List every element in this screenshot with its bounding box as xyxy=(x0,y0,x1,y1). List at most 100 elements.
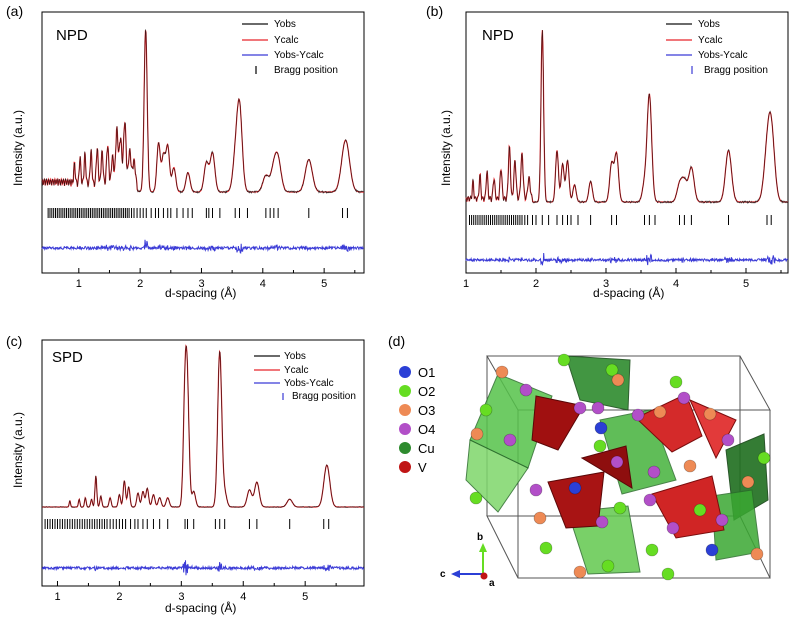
panel-b-label: (b) xyxy=(426,3,443,19)
legend-o2: O2 xyxy=(399,384,435,399)
svg-text:O2: O2 xyxy=(418,384,435,399)
atom-o3 xyxy=(703,407,717,421)
panel-c-plot xyxy=(42,344,365,576)
legend-bragg: Bragg position xyxy=(292,391,356,402)
v-tetrahedra xyxy=(531,393,737,539)
atom-o4 xyxy=(529,483,543,497)
atom-o4 xyxy=(610,455,624,469)
legend-calc: Ycalc xyxy=(274,35,298,46)
atom-o4 xyxy=(631,408,645,422)
xtick-label: 4 xyxy=(240,591,246,603)
atom-o3 xyxy=(683,459,697,473)
panel-b-plot xyxy=(465,29,789,266)
atom-o1 xyxy=(594,421,608,435)
atom-o2 xyxy=(661,567,675,581)
series-yobs-ycalc xyxy=(42,560,365,576)
atom-o4 xyxy=(503,433,517,447)
legend-obs: Yobs xyxy=(284,351,306,362)
atom-o3 xyxy=(741,475,755,489)
legend-o3: O3 xyxy=(399,403,435,418)
panel-b-inset-label: NPD xyxy=(482,27,514,44)
panel-a-ylabel: Intensity (a.u.) xyxy=(11,110,25,186)
legend-calc: Ycalc xyxy=(698,35,722,46)
atom-o3 xyxy=(653,405,667,419)
atom-o4 xyxy=(647,465,661,479)
series-yobs-ycalc xyxy=(465,252,789,266)
panel-b: (b) NPD Intensity (a.u.) d-spacing (Å) 1… xyxy=(426,3,789,300)
series-yobs xyxy=(41,29,365,195)
legend-o4: O4 xyxy=(399,422,435,437)
panel-a-xticks: 1 2 3 4 5 xyxy=(76,268,356,290)
panel-a-xlabel: d-spacing (Å) xyxy=(165,285,236,300)
legend-obs: Yobs xyxy=(698,19,720,30)
atom-o2 xyxy=(469,491,483,505)
panel-a-label: (a) xyxy=(6,3,23,19)
xtick-label: 1 xyxy=(76,278,82,290)
atom-o4 xyxy=(595,515,609,529)
atom-o4 xyxy=(643,493,657,507)
series-yobs xyxy=(42,345,364,509)
svg-text:Cu: Cu xyxy=(418,441,435,456)
panel-c-label: (c) xyxy=(6,333,22,349)
axis-c-label: c xyxy=(440,569,446,580)
svg-text:V: V xyxy=(418,460,427,475)
atom-o2 xyxy=(601,559,615,573)
panel-c-xlabel: d-spacing (Å) xyxy=(165,600,236,615)
panel-a-inset-label: NPD xyxy=(56,27,88,44)
series-yobs-ycalc xyxy=(41,239,365,254)
xtick-label: 5 xyxy=(743,278,749,290)
panel-b-legend: Yobs Ycalc Yobs-Ycalc Bragg position xyxy=(666,19,768,76)
atom-o2 xyxy=(557,353,571,367)
atom-o2 xyxy=(693,503,707,517)
svg-text:O1: O1 xyxy=(418,365,435,380)
xtick-label: 2 xyxy=(533,278,539,290)
atom-o2 xyxy=(757,451,771,465)
xtick-label: 3 xyxy=(178,591,184,603)
panel-a: (a) NPD Intensity (a.u.) d-spacing (Å) 1… xyxy=(6,3,365,300)
panel-b-xlabel: d-spacing (Å) xyxy=(593,285,664,300)
atom-o1 xyxy=(705,543,719,557)
legend-diff: Yobs-Ycalc xyxy=(698,50,748,61)
atom-o4 xyxy=(573,401,587,415)
panel-c: (c) SPD Intensity (a.u.) d-spacing (Å) 1… xyxy=(6,333,365,615)
xtick-label: 2 xyxy=(137,278,143,290)
legend-v: V xyxy=(399,460,427,475)
xtick-label: 1 xyxy=(463,278,469,290)
atom-o3 xyxy=(533,511,547,525)
atom-o1 xyxy=(568,481,582,495)
panel-c-xticks: 1 2 3 4 5 xyxy=(54,581,337,603)
panel-d-label: (d) xyxy=(388,333,405,349)
atom-o2 xyxy=(645,543,659,557)
svg-text:O3: O3 xyxy=(418,403,435,418)
xtick-label: 5 xyxy=(302,591,308,603)
atom-o2 xyxy=(669,375,683,389)
xtick-label: 5 xyxy=(321,278,327,290)
atom-o2 xyxy=(479,403,493,417)
panel-c-legend: Yobs Ycalc Yobs-Ycalc Bragg position xyxy=(254,351,356,402)
panel-b-frame xyxy=(465,11,789,274)
axis-indicator: b c a xyxy=(440,532,495,589)
atom-o3 xyxy=(750,547,764,561)
panel-c-inset-label: SPD xyxy=(52,349,83,366)
xtick-label: 4 xyxy=(260,278,266,290)
panel-a-legend: Yobs Ycalc Yobs-Ycalc Bragg position xyxy=(242,19,338,76)
xtick-label: 4 xyxy=(673,278,679,290)
axis-a-label: a xyxy=(489,578,495,589)
atom-o2 xyxy=(539,541,553,555)
atom-o4 xyxy=(677,391,691,405)
atom-o4 xyxy=(591,401,605,415)
panel-c-frame xyxy=(41,339,365,587)
atom-o2 xyxy=(613,501,627,515)
legend-bragg: Bragg position xyxy=(274,65,338,76)
panel-b-ylabel: Intensity (a.u.) xyxy=(439,110,453,186)
legend-diff: Yobs-Ycalc xyxy=(274,50,324,61)
atom-o2 xyxy=(605,363,619,377)
atom-o3 xyxy=(573,565,587,579)
svg-text:O4: O4 xyxy=(418,422,435,437)
atom-o4 xyxy=(715,513,729,527)
panel-b-xticks: 1 2 3 4 5 xyxy=(463,268,782,290)
xtick-label: 3 xyxy=(603,278,609,290)
axis-b-label: b xyxy=(477,532,483,543)
legend-bragg: Bragg position xyxy=(704,65,768,76)
legend-o1: O1 xyxy=(399,365,435,380)
